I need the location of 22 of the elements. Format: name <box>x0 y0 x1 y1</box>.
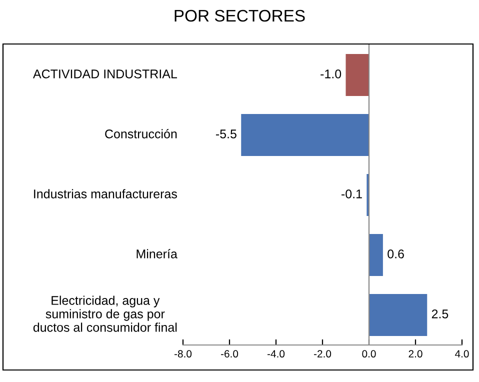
x-tick-label: -4.0 <box>267 350 285 358</box>
y-tick-label: Minería <box>136 249 178 258</box>
data-label: -0.1 <box>342 190 362 198</box>
y-tick-label: Industrias manufactureras <box>34 189 177 198</box>
y-tick-label: Construcción <box>105 129 177 138</box>
chart-title: POR SECTORES <box>174 10 305 22</box>
bar <box>346 54 369 96</box>
x-tick-label: 0.0 <box>362 350 376 358</box>
bar <box>369 234 383 276</box>
data-label: -1.0 <box>320 70 342 78</box>
x-tick-label: -8.0 <box>174 350 192 358</box>
data-label: 2.5 <box>432 310 448 318</box>
x-tick-label: 2.0 <box>408 350 422 358</box>
bar <box>241 114 369 156</box>
y-tick-label: Electricidad, agua y suministro de gas por ductos al consumidor final <box>33 296 177 332</box>
x-tick-label: -2.0 <box>314 350 332 358</box>
bar <box>369 294 428 336</box>
data-label: 0.6 <box>388 250 404 258</box>
data-label: -5.5 <box>216 130 236 138</box>
x-tick-label: -6.0 <box>220 350 238 358</box>
y-tick-label: ACTIVIDAD INDUSTRIAL <box>32 70 178 78</box>
x-tick-label: 4.0 <box>455 350 469 358</box>
